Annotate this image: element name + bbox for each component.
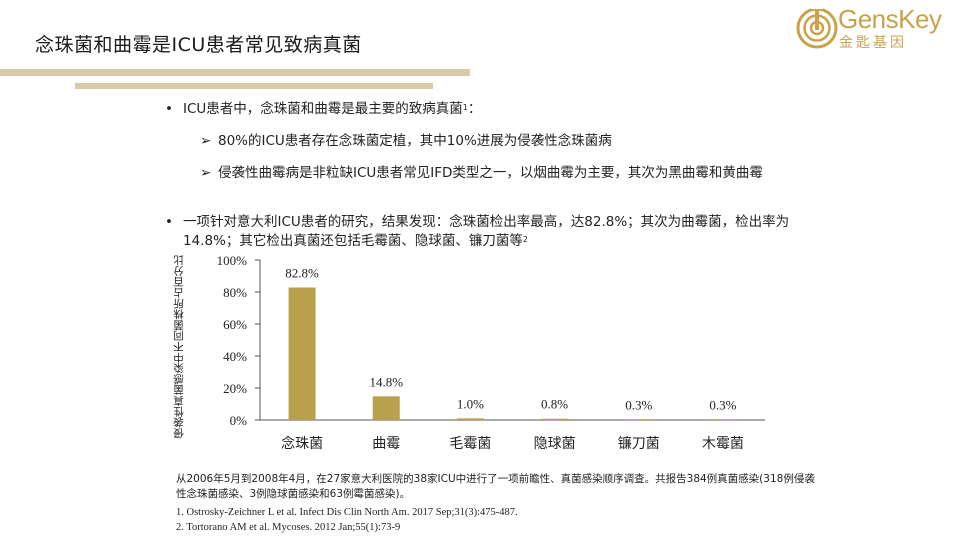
y-tick-label: 0%: [230, 413, 248, 428]
x-tick-label: 隐球菌: [534, 436, 576, 452]
y-tick-label: 40%: [223, 349, 247, 364]
bar-chart: 0% 20% 40% 60% 80% 100% 82.8% 念珠菌 14.8% 曲霉 1.0% 毛霉菌…: [217, 253, 765, 452]
brand-name: GensKey: [838, 4, 942, 34]
x-tick-label: 毛霉菌: [449, 436, 491, 452]
brand-logo: GensKey 金匙基因: [795, 4, 955, 51]
bullet-2-text: 一项针对意大利ICU患者的研究，结果发现：念珠菌检出率最高，达82.8%；其次为…: [183, 214, 790, 249]
bullet-1-text: ICU患者中，念珠菌和曲霉是最主要的致病真菌: [183, 101, 463, 117]
x-tick-label: 曲霉: [372, 436, 400, 452]
reference-1: 1. Ostrosky-Zeichner L et al. Infect Dis…: [176, 507, 518, 518]
bar: [288, 287, 316, 420]
arrow-bullet-icon: ➢: [200, 133, 212, 149]
y-tick-label: 80%: [223, 285, 247, 300]
bar: [372, 396, 400, 420]
header-rule-top: [0, 69, 470, 76]
arrow-bullet-icon: ➢: [200, 165, 212, 181]
brand-name-cn: 金匙基因: [839, 35, 907, 51]
x-tick-label: 镰刀菌: [618, 435, 660, 452]
x-tick-label: 念珠菌: [281, 435, 323, 452]
citation-1: 1: [462, 103, 468, 112]
page-title: 念珠菌和曲霉是ICU患者常见致病真菌: [35, 34, 362, 56]
sub-item-2-text: 侵袭性曲霉病是非粒缺ICU患者常见IFD类型之一，以烟曲霉为主要，其次为黑曲霉和…: [218, 165, 763, 181]
study-footnote: 从2006年5月到2008年4月，在27家意大利医院的38家ICU中进行了一项前…: [176, 473, 815, 500]
bar: [541, 418, 569, 420]
data-label: 0.3%: [625, 398, 652, 413]
data-label: 14.8%: [369, 374, 403, 389]
y-tick-label: 100%: [217, 253, 248, 268]
y-tick-label: 60%: [223, 317, 247, 332]
data-label: 1.0%: [457, 396, 484, 411]
y-axis-title-wrap: 侵袭性真菌感染中不同菌株所占百分比: [171, 255, 201, 439]
sub-item-1-text: 80%的ICU患者存在念珠菌定植，其中10%进展为侵袭性念珠菌病: [218, 133, 612, 149]
y-axis-title: 侵袭性真菌感染中不同菌株所占百分比: [173, 255, 185, 439]
reference-2: 2. Tortorano AM et al. Mycoses. 2012 Jan…: [176, 522, 401, 533]
data-label: 0.8%: [541, 397, 568, 412]
bullet-dot-icon: •: [165, 214, 173, 230]
data-label: 82.8%: [285, 266, 319, 281]
data-label: 0.3%: [709, 398, 736, 413]
bar: [709, 419, 737, 420]
bullet-dot-icon: •: [165, 101, 173, 117]
header-rule-bottom: [75, 83, 433, 89]
bar: [625, 419, 653, 420]
citation-2: 2: [522, 235, 528, 244]
bar: [456, 418, 484, 420]
x-tick-label: 木霉菌: [702, 436, 744, 452]
bullet-1-tail: ：: [467, 101, 482, 117]
genskey-logo-icon: [796, 5, 838, 49]
y-tick-label: 20%: [223, 381, 247, 396]
